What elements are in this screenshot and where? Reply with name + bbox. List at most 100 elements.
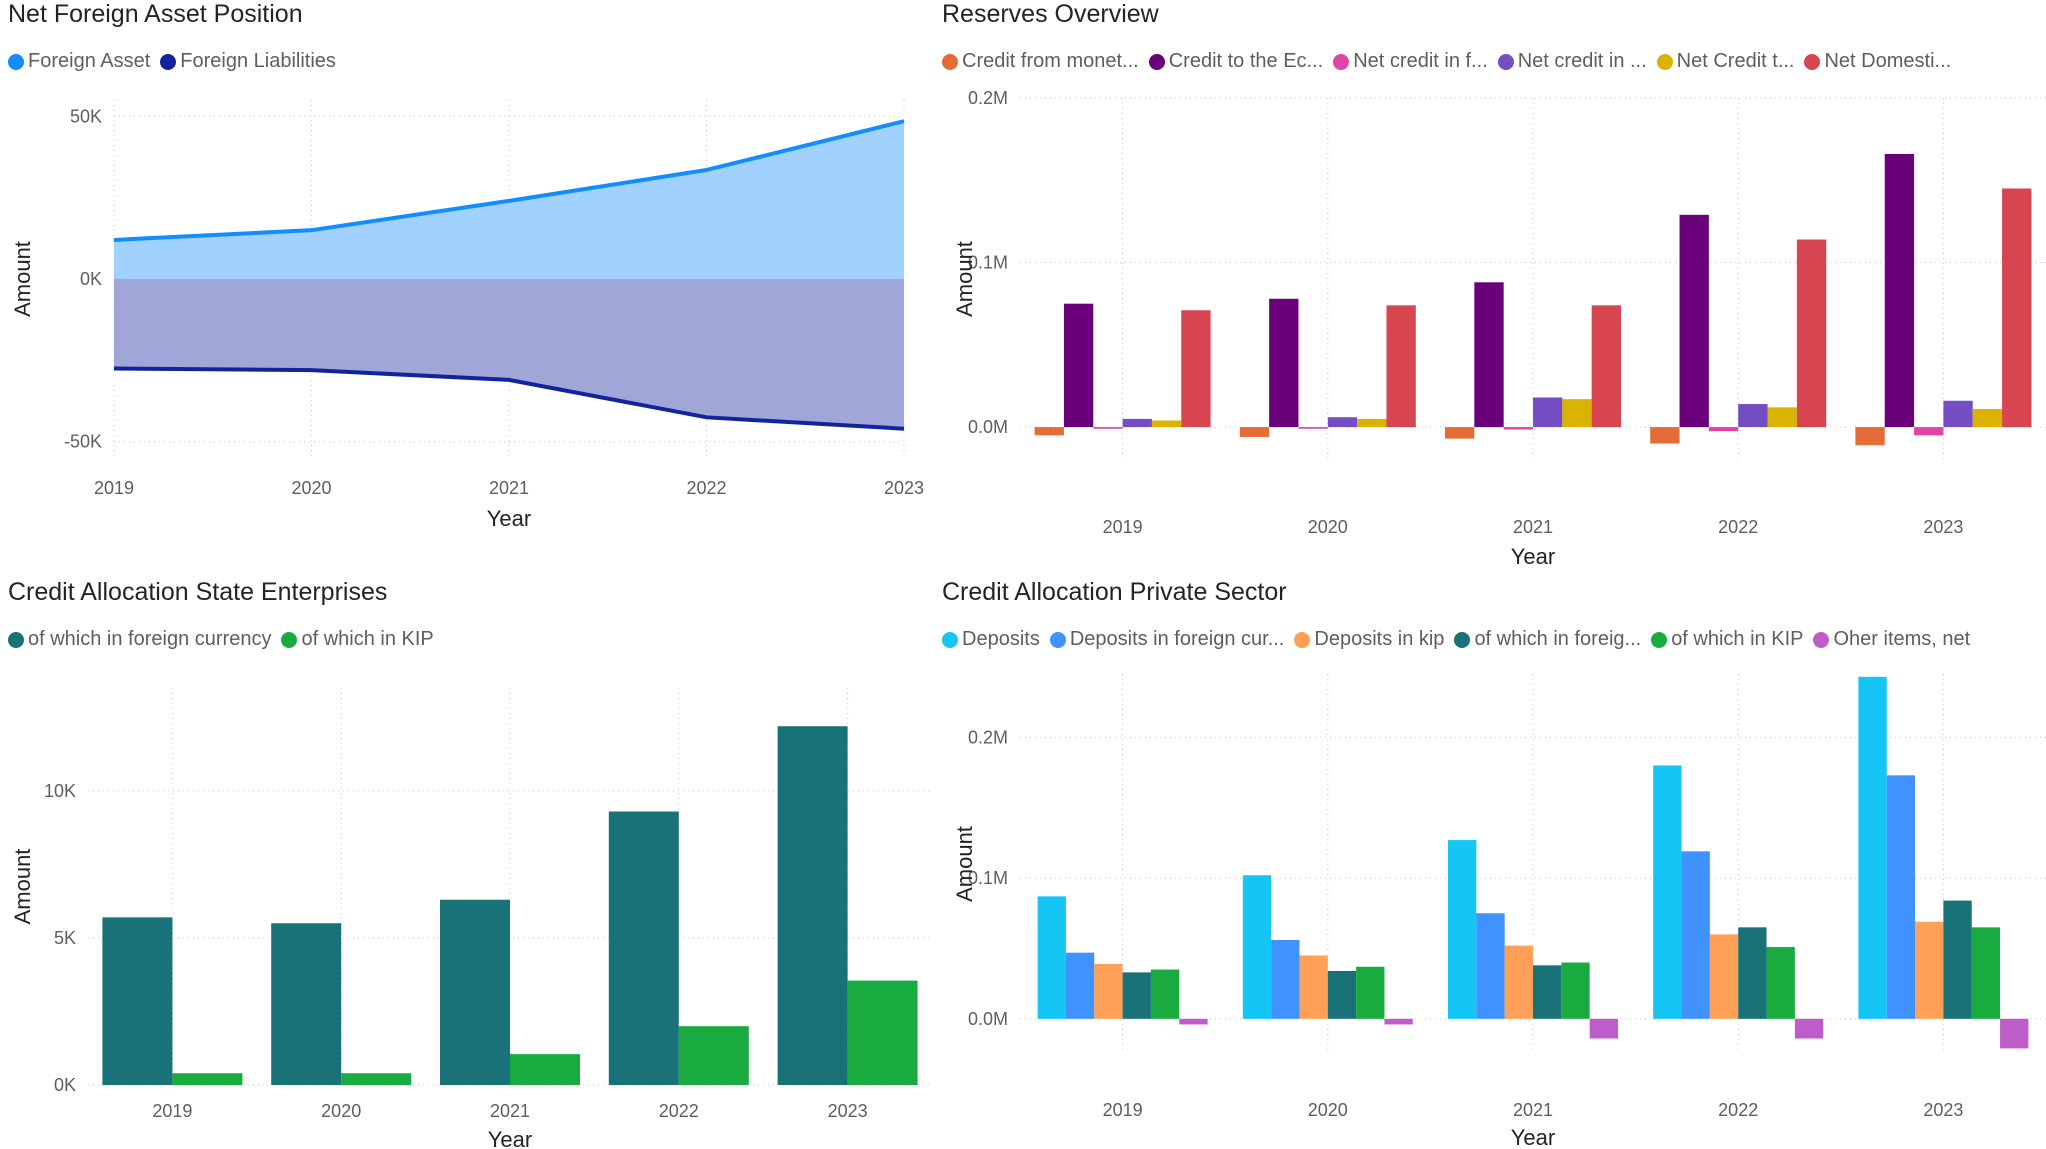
area-fill — [114, 279, 904, 429]
bar — [1681, 851, 1710, 1019]
x-tick-label: 2020 — [291, 478, 331, 498]
legend-item[interactable]: Deposits in kip — [1294, 628, 1444, 651]
bar — [1504, 945, 1533, 1019]
legend-marker — [8, 53, 24, 70]
bar — [1794, 1018, 1824, 1039]
chart-title: Credit Allocation Private Sector — [942, 578, 1287, 606]
bar — [847, 980, 918, 1085]
y-tick-label: 0.0M — [968, 1009, 1008, 1029]
bar-chart: 0.0M 0.1M 0.2M 2019 2020 2021 2022 2023 Year Amou… — [952, 674, 2046, 1149]
bar — [341, 1073, 412, 1085]
bar — [1065, 952, 1095, 1019]
legend-marker — [1497, 53, 1514, 70]
legend-label: of which in foreign currency — [28, 628, 272, 650]
area-fill — [114, 121, 904, 280]
legend-item[interactable]: of which in KIP — [281, 628, 434, 651]
bar — [1738, 404, 1768, 428]
legend-item[interactable]: of which in foreig... — [1454, 628, 1641, 651]
legend-item[interactable]: Net Credit t... — [1656, 50, 1794, 73]
bar — [678, 1026, 749, 1085]
legend-item[interactable]: Oher items, net — [1813, 628, 1970, 651]
bar — [1709, 934, 1739, 1019]
bar — [1181, 310, 1211, 428]
bar — [1886, 775, 1916, 1019]
bar — [440, 899, 510, 1085]
y-tick-label: 10K — [44, 781, 76, 801]
legend-marker — [8, 631, 24, 648]
x-tick-label: 2020 — [1308, 1100, 1348, 1120]
legend-marker — [942, 631, 958, 648]
legend-marker — [942, 53, 958, 70]
legend-marker — [160, 53, 177, 70]
bar — [1034, 427, 1064, 436]
bar — [172, 1073, 243, 1085]
legend-item[interactable]: Credit to the Ec... — [1148, 50, 1324, 73]
legend-item[interactable]: Deposits — [942, 628, 1040, 651]
private-sector-panel: Credit Allocation Private Sector Deposit… — [942, 578, 2046, 1149]
y-tick-label: -50K — [64, 432, 102, 452]
bar — [1384, 1018, 1413, 1025]
bar — [1855, 427, 1885, 446]
bar — [102, 917, 173, 1085]
y-axis-title: Amount — [10, 241, 35, 317]
bar — [1151, 420, 1182, 428]
legend-label: Deposits — [962, 628, 1040, 650]
bar — [1533, 965, 1562, 1019]
legend-marker — [281, 631, 298, 648]
bar — [1269, 298, 1299, 428]
legend-label: Deposits in kip — [1314, 628, 1445, 650]
legend-label: of which in KIP — [301, 628, 434, 650]
bar — [1650, 427, 1680, 444]
legend-marker — [1294, 631, 1311, 648]
bar — [1561, 962, 1590, 1019]
legend-item[interactable]: Foreign Asset — [8, 50, 150, 73]
bar — [1063, 303, 1094, 428]
legend-label: Oher items, net — [1833, 628, 1971, 650]
legend-label: Deposits in foreign cur... — [1069, 628, 1285, 650]
x-tick-label: 2019 — [1103, 1100, 1143, 1120]
x-tick-label: 2020 — [1308, 517, 1348, 537]
bar — [1094, 963, 1123, 1019]
x-axis-title: Year — [487, 506, 531, 531]
bar — [1591, 305, 1621, 428]
bar — [1179, 1018, 1208, 1025]
legend-item[interactable]: Deposits in foreign cur... — [1049, 628, 1285, 651]
legend-item[interactable]: Net Domesti... — [1804, 50, 1951, 73]
legend-marker — [1804, 53, 1821, 70]
bar — [1093, 427, 1123, 429]
legend-label: of which in foreig... — [1474, 628, 1642, 650]
x-tick-label: 2019 — [1103, 517, 1143, 537]
bar — [1357, 418, 1387, 428]
chart-title: Reserves Overview — [942, 0, 1159, 28]
y-tick-label: 5K — [54, 928, 76, 948]
bar — [1971, 927, 2001, 1019]
legend-label: Net credit in f... — [1353, 50, 1488, 72]
legend-item[interactable]: of which in foreign currency — [8, 628, 271, 651]
x-tick-label: 2020 — [321, 1101, 361, 1121]
chart-legend: Credit from monet... Credit to the Ec... N… — [942, 50, 1961, 73]
legend-item[interactable]: Net credit in f... — [1333, 50, 1488, 73]
y-tick-label: 0.2M — [968, 727, 1008, 747]
legend-item[interactable]: Foreign Liabilities — [160, 50, 336, 73]
x-tick-label: 2022 — [1718, 517, 1758, 537]
legend-label: Credit to the Ec... — [1168, 50, 1324, 72]
legend-item[interactable]: of which in KIP — [1651, 628, 1803, 651]
legend-item[interactable]: Credit from monet... — [942, 50, 1139, 73]
legend-item[interactable]: Net credit in ... — [1497, 50, 1647, 73]
bar — [271, 923, 342, 1085]
x-tick-label: 2021 — [1513, 517, 1553, 537]
bar — [1299, 955, 1328, 1019]
y-tick-label: 0.0M — [968, 417, 1008, 437]
bar — [1150, 969, 1180, 1019]
net-foreign-asset-panel: Net Foreign Asset Position Foreign Asset… — [8, 0, 938, 560]
bar — [1738, 927, 1767, 1019]
x-tick-label: 2023 — [828, 1101, 868, 1121]
bar — [1562, 399, 1592, 428]
bar — [1474, 282, 1504, 428]
x-tick-label: 2023 — [1923, 1100, 1963, 1120]
x-tick-label: 2023 — [1923, 517, 1963, 537]
bar — [1943, 900, 1972, 1019]
bar — [1943, 400, 1973, 428]
bar — [1122, 418, 1152, 428]
state-enterprises-panel: Credit Allocation State Enterprises of w… — [8, 578, 938, 1149]
